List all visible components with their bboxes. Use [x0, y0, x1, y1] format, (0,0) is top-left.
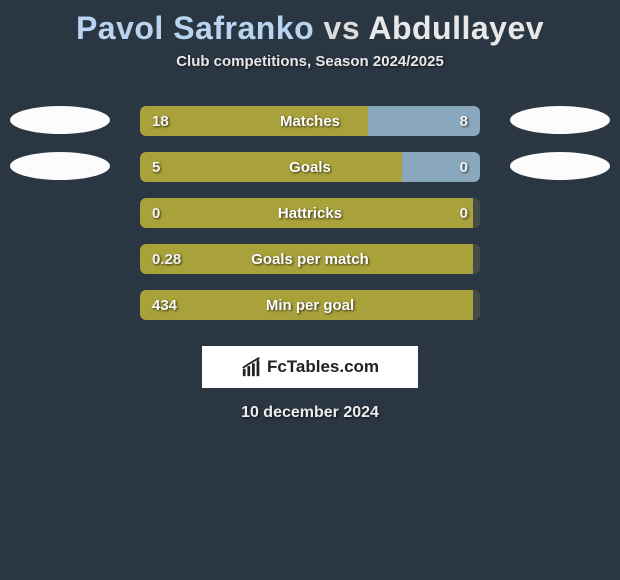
stat-value-left: 5	[152, 152, 160, 182]
stat-row: Goals5 0	[0, 152, 620, 198]
stat-value-left: 434	[152, 290, 177, 320]
branding-badge: FcTables.com	[202, 346, 418, 388]
stat-bar-left	[140, 106, 368, 136]
player2-badge	[510, 152, 610, 180]
stat-bar-left	[140, 198, 473, 228]
page-title: Pavol Safranko vs Abdullayev	[0, 0, 620, 53]
stat-row: Matches18 8	[0, 106, 620, 152]
stat-rows: Matches188Goals50Hattricks00Goals per ma…	[0, 106, 620, 336]
stat-bar-left	[140, 152, 402, 182]
player1-badge	[10, 106, 110, 134]
stat-value-left: 18	[152, 106, 169, 136]
player2-name: Abdullayev	[368, 10, 544, 46]
branding-text: FcTables.com	[267, 357, 379, 377]
player1-name: Pavol Safranko	[76, 10, 314, 46]
stat-bar-track: Hattricks	[140, 198, 480, 228]
stat-row: Goals per match0.28	[0, 244, 620, 290]
stat-bar-right	[402, 152, 480, 182]
stat-value-right: 0	[460, 198, 468, 228]
stat-row: Hattricks0 0	[0, 198, 620, 244]
subtitle: Club competitions, Season 2024/2025	[0, 53, 620, 70]
stat-value-right: 0	[460, 152, 468, 182]
date-text: 10 december 2024	[0, 404, 620, 422]
stat-bar-track: Goals per match	[140, 244, 480, 274]
player2-badge	[510, 106, 610, 134]
stat-value-left: 0.28	[152, 244, 181, 274]
stat-bar-left	[140, 244, 473, 274]
stat-bar-track: Goals	[140, 152, 480, 182]
chart-growth-icon	[241, 356, 263, 378]
stat-value-left: 0	[152, 198, 160, 228]
stat-bar-left	[140, 290, 473, 320]
stat-bar-track: Matches	[140, 106, 480, 136]
vs-text: vs	[324, 10, 361, 46]
stat-value-right: 8	[460, 106, 468, 136]
stat-bar-track: Min per goal	[140, 290, 480, 320]
player1-badge	[10, 152, 110, 180]
stat-row: Min per goal434	[0, 290, 620, 336]
